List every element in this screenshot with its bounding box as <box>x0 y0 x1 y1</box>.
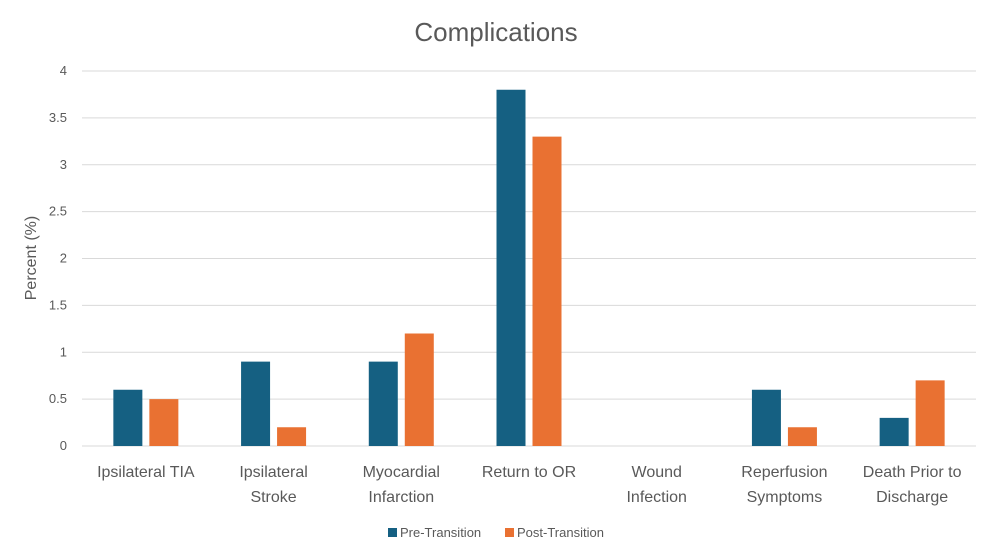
bar-pre-transition <box>368 361 398 446</box>
y-axis-ticks: 0 0.5 1 1.5 2 2.5 3 3.5 4 <box>49 63 67 453</box>
y-tick-label: 1.5 <box>49 297 67 312</box>
y-tick-label: 2.5 <box>49 204 67 219</box>
bar-post-transition <box>787 427 817 446</box>
y-tick-label: 1 <box>60 344 67 359</box>
legend-label: Pre-Transition <box>400 525 481 540</box>
bar-pre-transition <box>879 417 909 446</box>
x-category-label: Death Prior to <box>863 464 962 481</box>
x-category-label: Infarction <box>368 489 434 506</box>
x-category-label: Symptoms <box>747 489 823 506</box>
y-tick-label: 0.5 <box>49 391 67 406</box>
y-axis-label: Percent (%) <box>23 216 40 300</box>
x-category-label: Infection <box>626 489 686 506</box>
x-category-label: Ipsilateral <box>239 464 307 481</box>
y-tick-label: 3.5 <box>49 110 67 125</box>
legend-label: Post-Transition <box>517 525 604 540</box>
x-category-label: Reperfusion <box>741 464 827 481</box>
x-category-label: Stroke <box>250 489 296 506</box>
bar-post-transition <box>149 399 179 446</box>
gridlines <box>82 70 976 447</box>
legend-swatch <box>505 528 514 537</box>
x-category-label: Ipsilateral TIA <box>97 464 195 481</box>
legend: Pre-Transition Post-Transition <box>388 525 604 540</box>
bar-post-transition <box>277 427 307 446</box>
y-tick-label: 4 <box>60 63 67 78</box>
bar-pre-transition <box>113 389 143 446</box>
bars <box>113 89 945 446</box>
bar-post-transition <box>404 333 434 446</box>
x-category-label: Return to OR <box>482 464 576 481</box>
bar-pre-transition <box>496 89 526 446</box>
x-category-label: Wound <box>632 464 682 481</box>
chart-title: Complications <box>414 17 577 47</box>
bar-pre-transition <box>241 361 271 446</box>
legend-swatch <box>388 528 397 537</box>
y-tick-label: 2 <box>60 251 67 266</box>
x-category-label: Myocardial <box>363 464 440 481</box>
bar-post-transition <box>532 136 562 446</box>
x-category-label: Discharge <box>876 489 948 506</box>
y-tick-label: 0 <box>60 438 67 453</box>
y-tick-label: 3 <box>60 157 67 172</box>
bar-post-transition <box>915 380 945 446</box>
bar-pre-transition <box>751 389 781 446</box>
x-axis-categories: Ipsilateral TIA Ipsilateral Stroke Myocardi… <box>97 464 962 506</box>
